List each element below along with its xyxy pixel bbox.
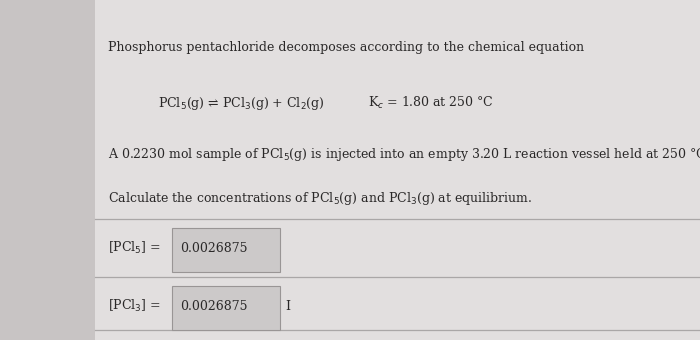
Text: Phosphorus pentachloride decomposes according to the chemical equation: Phosphorus pentachloride decomposes acco…: [108, 41, 584, 54]
FancyBboxPatch shape: [172, 286, 280, 330]
Text: [PCl$_3$] =: [PCl$_3$] =: [108, 298, 162, 314]
FancyBboxPatch shape: [172, 228, 280, 272]
Text: I: I: [285, 300, 290, 312]
Text: 0.0026875: 0.0026875: [181, 300, 248, 312]
Text: A 0.2230 mol sample of PCl$_5$(g) is injected into an empty 3.20 L reaction vess: A 0.2230 mol sample of PCl$_5$(g) is inj…: [108, 146, 700, 163]
Text: PCl$_5$(g) ⇌ PCl$_3$(g) + Cl$_2$(g): PCl$_5$(g) ⇌ PCl$_3$(g) + Cl$_2$(g): [158, 95, 324, 112]
Text: K$_c$ = 1.80 at 250 °C: K$_c$ = 1.80 at 250 °C: [368, 95, 493, 111]
Text: [PCl$_5$] =: [PCl$_5$] =: [108, 240, 162, 256]
Text: Calculate the concentrations of PCl$_5$(g) and PCl$_3$(g) at equilibrium.: Calculate the concentrations of PCl$_5$(…: [108, 190, 533, 207]
Text: 0.0026875: 0.0026875: [181, 242, 248, 255]
FancyBboxPatch shape: [94, 0, 700, 340]
